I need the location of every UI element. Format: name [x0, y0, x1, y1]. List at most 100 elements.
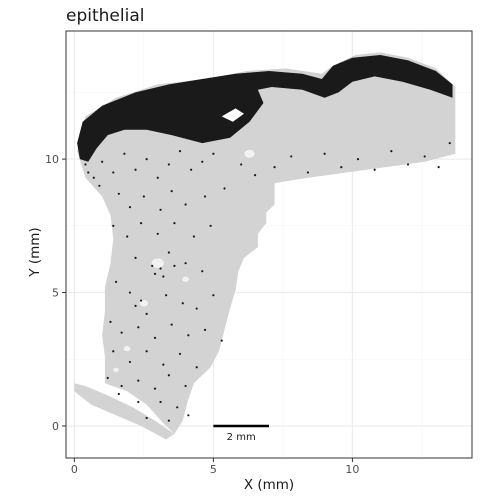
epithelial-point: [170, 323, 173, 326]
epithelial-point: [153, 336, 157, 340]
panel-border: [65, 30, 473, 459]
epithelial-point: [184, 203, 187, 206]
epithelial-point: [84, 163, 87, 166]
plot-panel: 2 mm: [65, 30, 473, 459]
tissue-hole: [182, 276, 189, 282]
epithelial-point: [167, 374, 170, 377]
epithelial-point: [151, 264, 154, 267]
tissue-hole: [139, 299, 149, 307]
epithelial-point: [184, 262, 187, 265]
epithelial-point: [134, 304, 137, 307]
epithelial-point: [390, 149, 393, 153]
epithelial-point: [139, 222, 143, 225]
epithelial-point: [120, 331, 123, 334]
epithelial-point: [112, 171, 115, 174]
epithelial-point: [128, 360, 132, 364]
epithelial-point: [134, 256, 137, 259]
epithelial-point: [153, 387, 157, 390]
epithelial-point: [373, 168, 376, 171]
epithelial-point: [98, 184, 101, 187]
x-tick-label: 5: [210, 463, 217, 476]
epithelial-point: [114, 280, 118, 283]
y-tick-label: 10: [45, 153, 59, 166]
y-axis-title: Y (mm): [27, 227, 43, 277]
x-axis-ticks: 0 5 10: [71, 458, 359, 476]
tissue-background-cells: [74, 52, 456, 440]
tissue-hole: [244, 149, 255, 158]
epithelial-point: [165, 294, 168, 297]
epithelial-band-gap: [221, 108, 244, 122]
epithelial-point: [195, 366, 198, 369]
epithelial-point: [126, 235, 129, 238]
epithelial-point: [89, 144, 93, 147]
tissue-lower-lobe: [110, 308, 158, 384]
x-tick-label: 0: [71, 463, 78, 476]
epithelial-point: [167, 251, 170, 254]
epithelial-point: [145, 312, 148, 315]
tissue-hole: [123, 345, 131, 352]
epithelial-band-lobe: [157, 89, 253, 133]
epithelial-point: [187, 334, 190, 337]
epithelial-point: [142, 195, 145, 198]
epithelial-point: [195, 307, 198, 310]
epithelial-point: [173, 222, 176, 225]
epithelial-point: [178, 149, 182, 153]
x-tick-label: 10: [345, 463, 359, 476]
epithelial-point: [223, 187, 226, 190]
epithelial-point: [112, 224, 115, 227]
epithelial-point: [181, 302, 184, 305]
epithelial-point: [87, 171, 90, 174]
epithelial-point: [201, 270, 204, 273]
epithelial-point: [192, 235, 196, 238]
epithelial-point: [167, 163, 170, 166]
y-axis-ticks: 0 5 10: [45, 153, 66, 433]
epithelial-point: [159, 208, 162, 211]
epithelial-point: [253, 174, 257, 177]
x-axis-title: X (mm): [244, 477, 294, 493]
epithelial-point: [203, 328, 207, 331]
tissue-main-region: [77, 52, 456, 434]
epithelial-point: [273, 166, 276, 169]
epithelial-point: [437, 166, 440, 169]
epithelial-point: [220, 339, 223, 342]
epithelial-point: [176, 406, 179, 409]
epithelial-point: [145, 416, 148, 420]
epithelial-point: [134, 168, 137, 171]
y-tick-label: 0: [52, 420, 59, 433]
epithelial-point: [128, 291, 132, 294]
epithelial-dense-region: [77, 55, 453, 162]
epithelial-point: [323, 152, 326, 155]
epithelial-point: [187, 414, 190, 417]
epithelial-point: [162, 363, 165, 366]
y-tick-label: 5: [52, 287, 59, 300]
epithelial-point: [145, 350, 148, 353]
epithelial-point: [209, 224, 212, 227]
epithelial-point: [290, 155, 293, 158]
chart-title: epithelial: [66, 6, 144, 26]
epithelial-point: [340, 166, 343, 169]
epithelial-point: [117, 192, 120, 195]
epithelial-point: [448, 141, 451, 145]
epithelial-point: [156, 232, 159, 235]
epithelial-point: [406, 163, 410, 166]
scale-bar: 2 mm: [213, 424, 269, 443]
tissue-hole: [113, 367, 119, 373]
epithelial-point: [112, 350, 115, 353]
epithelial-point: [190, 168, 193, 171]
epithelial-point: [159, 400, 162, 404]
epithelial-point: [156, 176, 159, 179]
tissue-hole: [151, 258, 164, 269]
epithelial-point: [92, 176, 95, 179]
epithelial-points: [84, 141, 451, 422]
epithelial-point: [212, 152, 215, 155]
epithelial-point: [145, 158, 148, 161]
epithelial-point: [159, 267, 162, 270]
epithelial-point: [117, 392, 120, 396]
epithelial-point: [170, 190, 173, 193]
scale-bar-label: 2 mm: [227, 432, 256, 443]
epithelial-point: [212, 294, 215, 297]
epithelial-point: [123, 152, 126, 155]
epithelial-point: [178, 352, 182, 356]
epithelial-point: [137, 400, 140, 404]
epithelial-point: [120, 384, 123, 388]
